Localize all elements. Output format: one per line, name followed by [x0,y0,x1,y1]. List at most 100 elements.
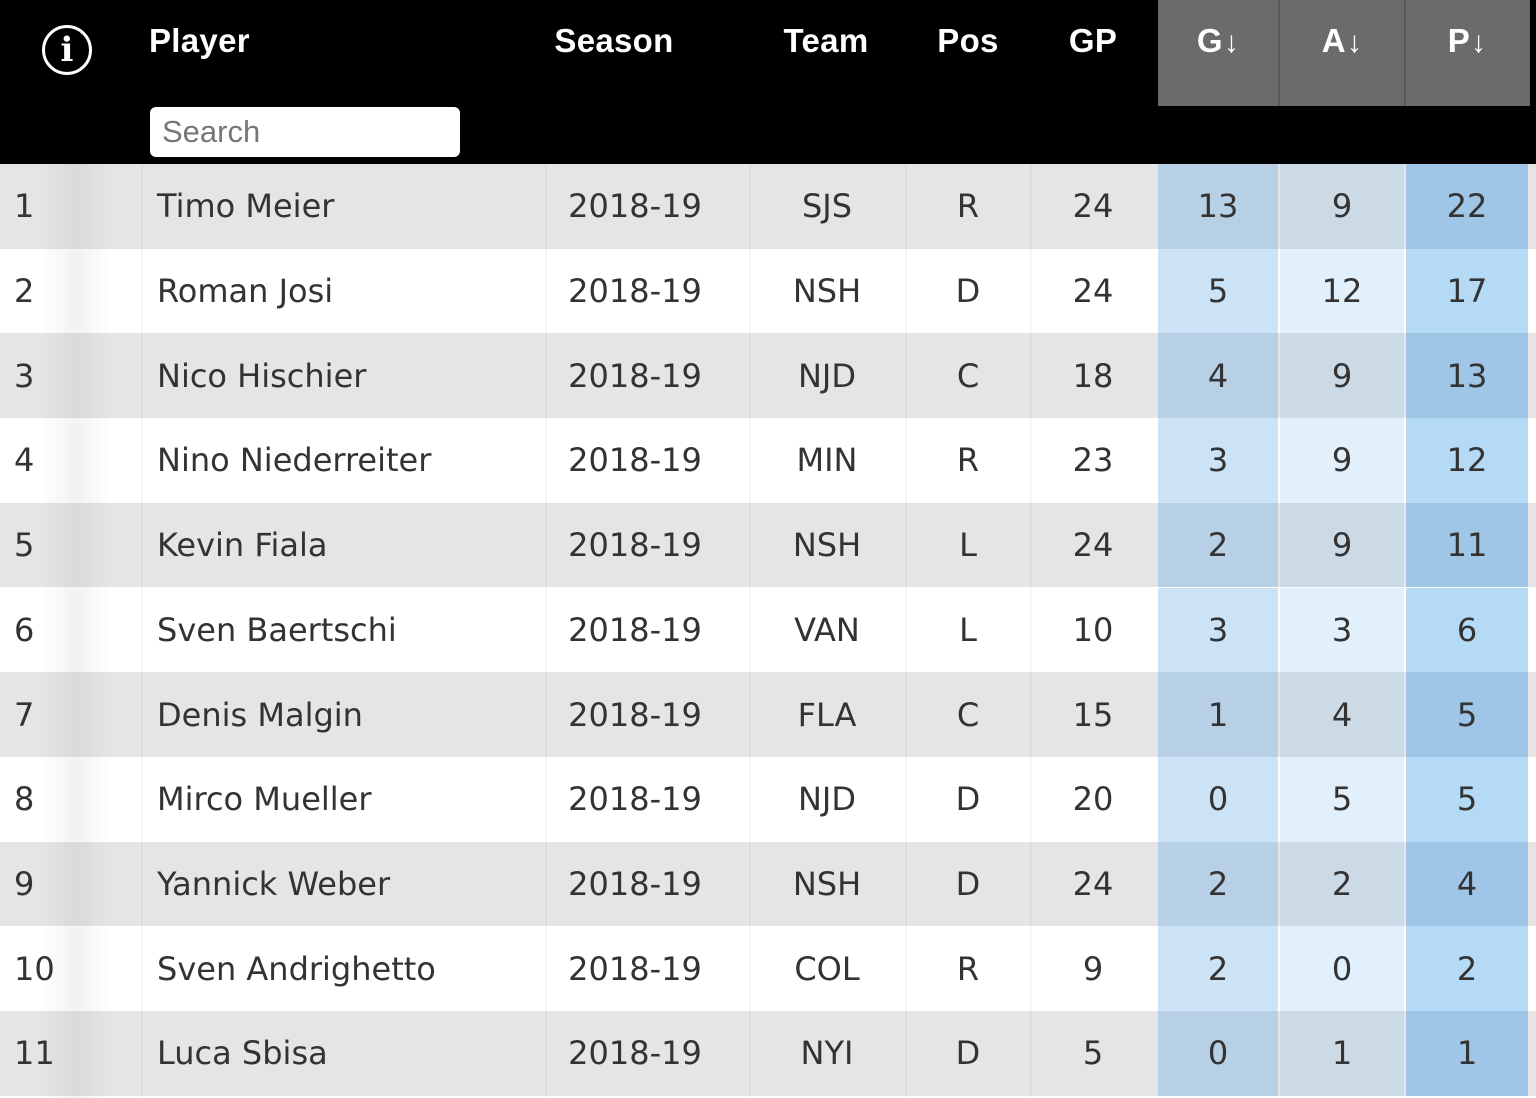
season-cell: 2018-19 [568,780,702,819]
assists-cell: 3 [1280,587,1404,673]
assists-cell: 9 [1280,502,1404,588]
table-row: 5 Kevin Fiala 2018-19 NSH L 24 2 9 11 [0,502,1536,588]
player-cell: Nico Hischier [157,356,367,395]
table-row: 3 Nico Hischier 2018-19 NJD C 18 4 9 13 [0,333,1536,419]
table-row: 9 Yannick Weber 2018-19 NSH D 24 2 2 4 [0,841,1536,927]
goals-cell: 3 [1158,418,1278,503]
player-cell: Yannick Weber [157,864,391,903]
assists-cell: 4 [1280,672,1404,757]
gp-cell: 5 [1082,1034,1104,1073]
goals-cell: 4 [1158,333,1278,419]
rank-cell: 4 [14,441,35,480]
points-cell: 2 [1406,926,1528,1011]
column-header-a[interactable]: A↓ [1322,22,1362,60]
column-header-gp[interactable]: GP [1068,22,1118,59]
column-header-g-label: G [1196,22,1223,59]
team-cell: SJS [801,187,853,226]
column-header-p[interactable]: P↓ [1448,22,1487,60]
goals-cell: 5 [1158,248,1278,334]
column-divider [545,164,547,1098]
player-cell: Mirco Mueller [157,780,372,819]
gp-cell: 18 [1072,356,1114,395]
table-row: 2 Roman Josi 2018-19 NSH D 24 5 12 17 [0,248,1536,334]
player-cell: Nino Niederreiter [157,441,432,480]
assists-cell: 9 [1280,164,1404,249]
header-divider [1278,0,1280,106]
assists-cell: 9 [1280,333,1404,419]
season-cell: 2018-19 [568,864,702,903]
table-row: 11 Luca Sbisa 2018-19 NYI D 5 0 1 1 [0,1011,1536,1096]
goals-cell: 3 [1158,587,1278,673]
column-header-pos[interactable]: Pos [937,22,999,59]
sorted-columns-header [1158,0,1530,106]
sort-down-icon: ↓ [1346,26,1363,59]
season-cell: 2018-19 [568,441,702,480]
points-cell: 5 [1406,756,1528,842]
goals-cell: 0 [1158,1011,1278,1096]
points-cell: 6 [1406,587,1528,673]
rank-cell: 10 [14,949,55,988]
goals-cell: 2 [1158,926,1278,1011]
gp-cell: 24 [1072,864,1114,903]
season-cell: 2018-19 [568,356,702,395]
player-cell: Kevin Fiala [157,526,328,565]
pos-cell: D [955,780,981,819]
assists-cell: 12 [1280,248,1404,334]
season-cell: 2018-19 [568,526,702,565]
column-divider [1030,164,1032,1098]
points-cell: 12 [1406,418,1528,503]
table-row: 7 Denis Malgin 2018-19 FLA C 15 1 4 5 [0,672,1536,757]
team-cell: COL [794,949,860,988]
assists-cell: 9 [1280,418,1404,503]
pos-cell: D [955,272,981,311]
pos-cell: C [956,695,980,734]
info-icon[interactable]: i [42,25,92,75]
player-search-input[interactable] [150,107,460,157]
points-cell: 17 [1406,248,1528,334]
points-cell: 1 [1406,1011,1528,1096]
season-cell: 2018-19 [568,695,702,734]
points-cell: 4 [1406,841,1528,927]
gp-cell: 23 [1072,441,1114,480]
pos-cell: C [956,356,980,395]
rank-cell: 3 [14,356,35,395]
table-header: i Player Season Team Pos GP G↓ A↓ P↓ [0,0,1536,164]
column-header-player[interactable]: Player [149,22,250,59]
rank-cell: 7 [14,695,35,734]
points-cell: 13 [1406,333,1528,419]
player-cell: Roman Josi [157,272,334,311]
team-cell: NSH [792,864,862,903]
rank-cell: 11 [14,1034,55,1073]
gp-cell: 10 [1072,610,1114,649]
points-cell: 11 [1406,502,1528,588]
table-row: 10 Sven Andrighetto 2018-19 COL R 9 2 0 2 [0,926,1536,1011]
pos-cell: R [956,441,980,480]
assists-cell: 2 [1280,841,1404,927]
gp-cell: 24 [1072,272,1114,311]
season-cell: 2018-19 [568,187,702,226]
team-cell: NJD [797,780,856,819]
table-row: 4 Nino Niederreiter 2018-19 MIN R 23 3 9 12 [0,418,1536,503]
team-cell: MIN [796,441,858,480]
column-header-g[interactable]: G↓ [1197,22,1239,60]
column-divider [749,164,751,1098]
gp-cell: 24 [1072,187,1114,226]
pos-cell: R [956,187,980,226]
column-header-a-label: A [1321,22,1346,59]
gp-cell: 9 [1082,949,1104,988]
pos-cell: R [956,949,980,988]
team-cell: VAN [794,610,860,649]
season-cell: 2018-19 [568,610,702,649]
assists-cell: 1 [1280,1011,1404,1096]
rank-cell: 8 [14,780,35,819]
player-cell: Timo Meier [157,187,335,226]
goals-cell: 2 [1158,841,1278,927]
player-cell: Sven Andrighetto [157,949,436,988]
table-row: 6 Sven Baertschi 2018-19 VAN L 10 3 3 6 [0,587,1536,673]
goals-cell: 13 [1158,164,1278,249]
column-header-team[interactable]: Team [783,22,869,59]
column-header-season[interactable]: Season [554,22,674,59]
table-row: 1 Timo Meier 2018-19 SJS R 24 13 9 22 [0,164,1536,249]
pos-cell: L [959,610,977,649]
